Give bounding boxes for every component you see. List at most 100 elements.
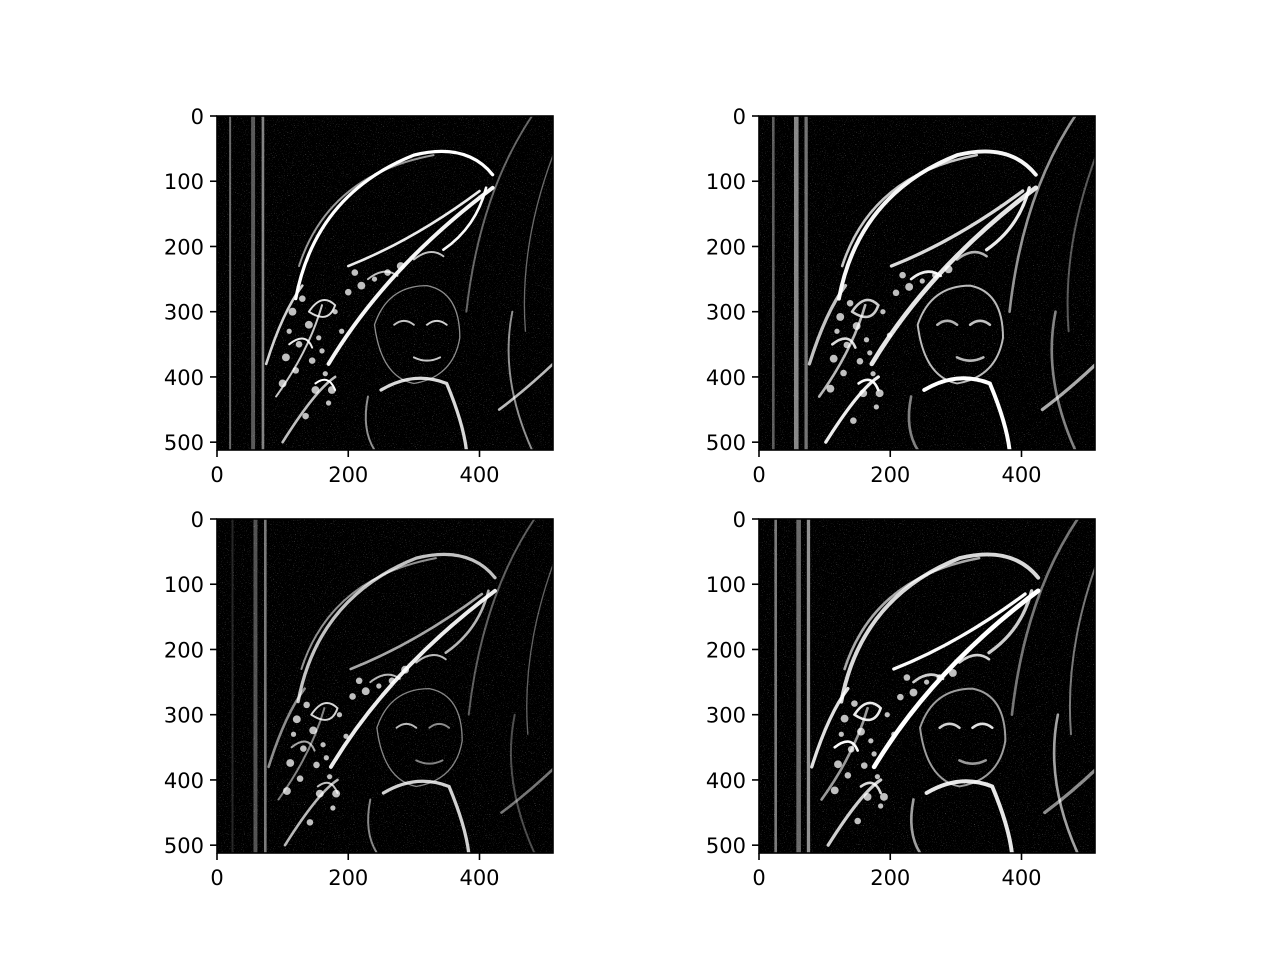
edge-speckle	[880, 309, 886, 315]
edge-speckle	[899, 271, 906, 279]
y-tick-label: 0	[733, 105, 746, 129]
edge-stroke	[1066, 154, 1098, 333]
edge-stroke	[833, 740, 860, 752]
edge-stroke	[290, 740, 316, 752]
edge-speckle	[316, 335, 322, 341]
edge-speckle	[880, 792, 888, 801]
edge-stroke	[507, 310, 533, 451]
edge-stroke	[922, 376, 1012, 452]
edge-stroke	[412, 251, 445, 261]
edge-stroke	[826, 778, 883, 847]
edge-stroke	[307, 299, 337, 318]
edge-stroke	[300, 557, 437, 671]
edge-speckle	[304, 320, 313, 329]
edge-speckle	[326, 774, 333, 780]
edge-stroke	[839, 552, 1041, 704]
edge-stroke	[850, 298, 880, 319]
x-tick-label: 400	[1001, 866, 1041, 890]
axes-frame	[758, 115, 1096, 451]
image-edges	[231, 517, 557, 855]
edge-stroke	[310, 702, 339, 721]
image-texture	[217, 116, 553, 450]
edge-speckle	[306, 819, 314, 826]
edge-speckle	[299, 295, 306, 302]
edge-speckle	[376, 683, 382, 689]
edge-speckle	[384, 269, 391, 276]
y-tick-label: 500	[706, 834, 746, 858]
edge-speckle	[343, 733, 349, 739]
edge-stroke	[892, 592, 1027, 671]
edge-speckle	[850, 417, 857, 424]
edge-stroke	[924, 779, 1014, 855]
y-tick-label: 0	[191, 105, 204, 129]
edge-stroke	[971, 722, 994, 730]
y-tick-label: 100	[706, 573, 746, 597]
edge-speckle	[371, 276, 378, 282]
edge-speckle	[923, 679, 930, 685]
edge-stroke	[283, 778, 339, 847]
edge-speckle	[867, 350, 873, 356]
edge-speckle	[332, 309, 338, 315]
edge-stroke	[376, 687, 463, 788]
edge-speckle	[308, 357, 316, 364]
edge-speckle	[868, 738, 874, 744]
edge-speckle	[327, 386, 336, 394]
edge-speckle	[339, 328, 345, 334]
edge-stroke	[379, 376, 469, 452]
edge-stroke	[264, 284, 304, 366]
edge-speckle	[834, 328, 840, 334]
edge-speckle	[355, 677, 363, 685]
edge-stroke	[281, 375, 337, 444]
edge-speckle	[873, 404, 879, 410]
edge-speckle	[834, 760, 842, 769]
edge-stroke	[465, 115, 533, 313]
edge-speckle	[311, 386, 320, 394]
edge-stroke	[298, 154, 435, 268]
edge-stroke	[1052, 713, 1079, 855]
edge-stroke	[955, 356, 985, 362]
edge-stroke	[958, 653, 991, 664]
edge-stroke	[415, 759, 444, 765]
x-tick-label: 200	[870, 463, 910, 487]
axes-frame	[758, 518, 1096, 854]
edge-speckle	[892, 289, 900, 297]
edge-stroke	[810, 686, 850, 769]
axes-frame	[216, 518, 554, 854]
edge-stroke	[415, 654, 447, 664]
edge-speckle	[886, 332, 893, 338]
edge-stroke	[497, 362, 555, 411]
edge-speckle	[288, 307, 297, 316]
edge-stroke	[859, 781, 882, 795]
x-tick-label: 0	[210, 866, 223, 890]
edge-stroke	[938, 722, 961, 730]
edge-speckle	[936, 674, 944, 681]
edge-stroke	[1040, 362, 1098, 412]
y-tick-label: 100	[706, 170, 746, 194]
y-tick-label: 0	[733, 508, 746, 532]
edge-stroke	[349, 592, 484, 671]
y-tick-label: 200	[706, 235, 746, 259]
edge-speckle	[840, 369, 847, 377]
edge-stroke	[843, 556, 981, 671]
edge-speckle	[826, 384, 835, 393]
edge-speckle	[278, 379, 287, 388]
edge-speckle	[300, 745, 307, 752]
edge-speckle	[315, 789, 324, 798]
edge-speckle	[919, 278, 925, 284]
edge-stroke	[267, 687, 306, 769]
edge-stroke	[395, 722, 418, 729]
edge-speckle	[396, 262, 405, 270]
y-tick-label: 300	[706, 301, 746, 325]
y-tick-label: 100	[164, 573, 204, 597]
edge-speckle	[361, 687, 370, 696]
edge-stroke	[958, 759, 987, 765]
edge-stroke	[910, 798, 922, 855]
edge-speckle	[829, 354, 838, 363]
x-tick-label: 400	[459, 866, 499, 890]
x-tick-label: 0	[752, 866, 765, 890]
image-texture	[217, 519, 553, 853]
edge-stroke	[296, 552, 497, 704]
edge-stroke	[889, 189, 1025, 268]
